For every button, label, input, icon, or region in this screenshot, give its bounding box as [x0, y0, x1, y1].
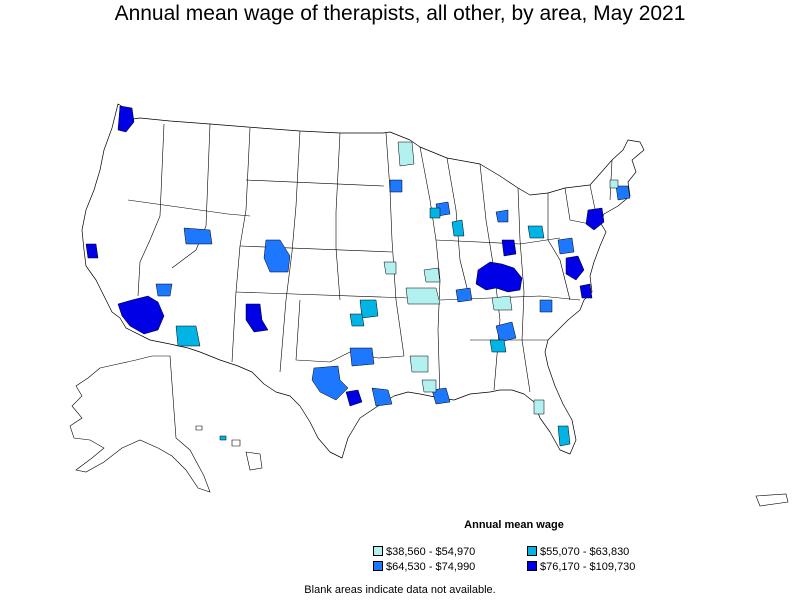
- area-arkansas: [423, 267, 441, 283]
- footnote: Blank areas indicate data not available.: [304, 584, 496, 596]
- area-missouri: [405, 287, 441, 305]
- area-mississippi: [409, 355, 429, 373]
- area-nyc-nj: [585, 207, 605, 231]
- area-carolina: [539, 299, 553, 313]
- area-kentucky-ohio: [475, 261, 523, 293]
- area-louisiana: [421, 379, 437, 393]
- area-alabama: [489, 339, 507, 353]
- area-los-angeles: [117, 295, 165, 335]
- area-sf-bay: [85, 243, 99, 259]
- area-georgia-s: [533, 399, 545, 415]
- area-chicago: [451, 219, 465, 237]
- legend-item-2: $55,070 - $63,830: [527, 546, 629, 558]
- legend-item-1: $38,560 - $54,970: [373, 546, 475, 558]
- legend-item-4: $76,170 - $109,730: [527, 561, 635, 573]
- legend-item-3: $64,530 - $74,990: [373, 561, 475, 573]
- area-north-mn: [397, 141, 415, 167]
- map-title: Annual mean wage of therapists, all othe…: [114, 2, 686, 25]
- area-iowa: [429, 207, 441, 219]
- area-michigan: [495, 209, 509, 223]
- area-nh: [609, 179, 619, 189]
- area-tn-e: [491, 295, 513, 311]
- area-pa: [557, 237, 575, 255]
- area-houston: [371, 387, 393, 407]
- area-phoenix: [175, 325, 201, 347]
- area-nebraska-e: [383, 261, 397, 275]
- area-boston: [615, 185, 631, 201]
- area-norfolk: [579, 283, 593, 299]
- puerto-rico-outline: [755, 493, 789, 507]
- area-ohio-n: [527, 225, 545, 239]
- area-nola: [431, 387, 451, 405]
- legend-label-3: $64,530 - $74,990: [386, 561, 476, 573]
- colored-areas: [85, 105, 631, 447]
- area-atlanta: [495, 321, 517, 343]
- legend-swatch-4: [527, 561, 537, 571]
- area-tennessee: [455, 287, 473, 303]
- area-seattle: [117, 105, 135, 133]
- legend-label-1: $38,560 - $54,970: [386, 546, 476, 558]
- area-dc-virginia: [565, 255, 585, 281]
- legend-title: Annual mean wage: [464, 519, 564, 531]
- area-dallas: [349, 347, 375, 367]
- area-albuquerque: [245, 303, 269, 333]
- area-indianapolis: [501, 239, 517, 257]
- alaska-outline: [69, 355, 211, 493]
- legend-swatch-2: [527, 546, 537, 556]
- area-salt-lake: [263, 239, 291, 273]
- area-kansas: [359, 299, 379, 319]
- legend-swatch-3: [373, 561, 383, 571]
- hawaii-islands: [195, 425, 263, 471]
- area-austin: [345, 389, 363, 407]
- legend-label-2: $55,070 - $63,830: [540, 546, 630, 558]
- area-florida-se: [557, 425, 571, 447]
- area-hawaii-oahu: [219, 435, 227, 441]
- legend-label-4: $76,170 - $109,730: [540, 561, 636, 573]
- area-oklahoma: [349, 313, 365, 327]
- area-flagstaff: [155, 283, 173, 297]
- area-minneapolis: [389, 179, 403, 193]
- legend-swatch-1: [373, 546, 383, 556]
- area-west-texas: [311, 365, 349, 401]
- area-reno: [183, 227, 213, 245]
